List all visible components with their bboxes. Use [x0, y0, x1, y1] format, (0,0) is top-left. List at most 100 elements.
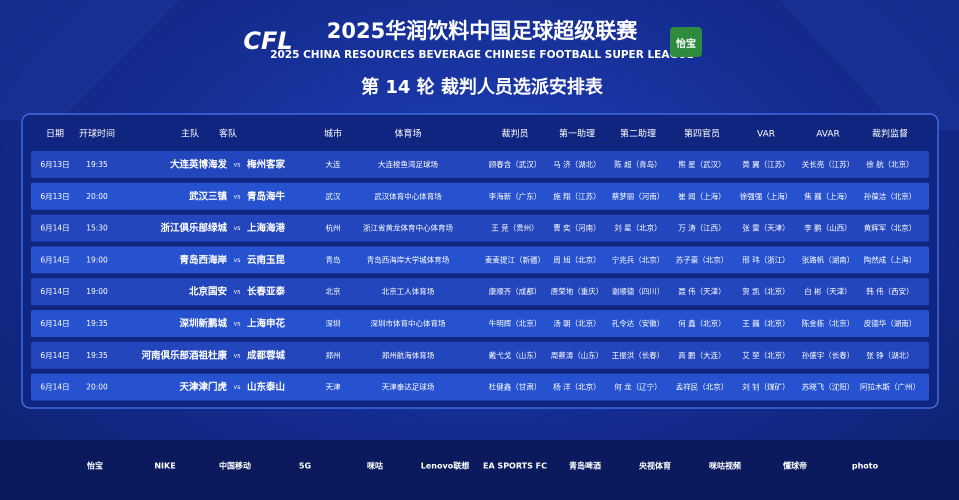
cell: 6月13日 — [40, 160, 69, 169]
cell: 苏晓飞（沈阳） — [802, 382, 855, 392]
cell: 谢顺德（四川） — [612, 286, 665, 296]
cell: 上海申花 — [247, 318, 286, 330]
column-header: 裁判员 — [501, 128, 528, 140]
row-bg — [31, 246, 929, 274]
cell: 万 涛（江西） — [678, 223, 725, 233]
cell: 6月14日 — [40, 319, 69, 328]
cell: 杭州 — [326, 223, 341, 233]
cell: 白 彬（天津） — [804, 286, 851, 296]
cell: 李海新（广东） — [489, 191, 542, 201]
cell: 黄 翼（江苏） — [742, 159, 789, 169]
cell: 青岛西海岸 — [179, 254, 227, 266]
row-bg — [31, 182, 929, 210]
row-bg — [31, 341, 929, 369]
cell: 浙江俱乐部绿城 — [160, 222, 227, 234]
cell: 张 铮（湖北） — [866, 350, 913, 360]
sponsor: 咪咕视频 — [709, 461, 741, 471]
cell: 徐强强（上海） — [740, 191, 793, 201]
row-bg — [31, 373, 929, 401]
cell: 19:00 — [86, 255, 108, 264]
versus: vs — [234, 352, 241, 359]
cell: 王 竞（贵州） — [491, 223, 538, 233]
column-header: AVAR — [816, 130, 840, 140]
cell: 浙江省黄龙体育中心体育场 — [363, 223, 453, 233]
cell: 6月14日 — [40, 287, 69, 296]
column-header: 第二助理 — [620, 128, 656, 140]
sponsor: 咪咕 — [367, 461, 383, 471]
cell: 20:00 — [86, 383, 108, 392]
sponsor: 中国移动 — [219, 461, 251, 471]
column-header: 第四官员 — [684, 128, 720, 140]
cell: 6月14日 — [40, 383, 69, 392]
cell: 刘 钊（煤矿） — [742, 382, 789, 392]
cell: 15:30 — [86, 224, 108, 233]
row-bg — [31, 278, 929, 306]
cell: 刘 星（北京） — [614, 223, 661, 233]
row-bg — [31, 214, 929, 242]
cell: 康顺齐（成都） — [489, 286, 542, 296]
cell: 顾春含（武汉） — [489, 159, 542, 169]
cell: 6月14日 — [40, 224, 69, 233]
sponsor: 央视体育 — [639, 461, 671, 471]
cell: 周蔡涛（山东） — [551, 350, 604, 360]
cell: 陈 超（青岛） — [614, 159, 661, 169]
cell: 云南玉昆 — [247, 254, 286, 266]
cell: 深圳新鹏城 — [179, 318, 227, 330]
versus: vs — [234, 193, 241, 200]
cell: 陈金栋（北京） — [802, 318, 855, 328]
cell: 6月14日 — [40, 351, 69, 360]
cell: 麦麦提江（新疆） — [485, 254, 545, 264]
sponsor: EA SPORTS FC — [483, 462, 547, 471]
cell: 郑州航海体育场 — [382, 350, 435, 360]
cell: 19:35 — [86, 319, 108, 328]
subtitle: 2025 CHINA RESOURCES BEVERAGE CHINESE FO… — [270, 49, 694, 61]
decor — [780, 0, 959, 130]
cell: 苏子豪（北京） — [676, 254, 729, 264]
cell: 施 翔（江苏） — [553, 191, 600, 201]
cell: 戴弋戈（山东） — [489, 350, 542, 360]
cell: 青岛西海岸大学城体育场 — [367, 254, 450, 264]
cell: 杨 洋（北京） — [553, 382, 600, 392]
cell: 何 龙（辽宁） — [614, 382, 661, 392]
versus: vs — [234, 162, 241, 169]
badge-bg — [670, 27, 702, 57]
cell: 张路帆（湖南） — [802, 254, 855, 264]
cell: 邢 玮（浙江） — [742, 254, 789, 264]
cell: 青岛 — [326, 254, 341, 264]
cell: 王振洪（长春） — [612, 350, 665, 360]
cell: 20:00 — [86, 192, 108, 201]
column-header: 开球时间 — [79, 128, 115, 140]
cell: 焦 巍（上海） — [804, 191, 851, 201]
sponsor: NIKE — [154, 462, 175, 471]
cell: 高 鹏（大连） — [678, 350, 725, 360]
cell: 宁兆兵（北京） — [612, 254, 665, 264]
cell: 黄辉军（北京） — [864, 223, 917, 233]
cell: 深圳市体育中心体育场 — [371, 318, 446, 328]
versus: vs — [234, 321, 241, 328]
cell: 唐荣地（重庆） — [551, 286, 604, 296]
sponsor: 懂球帝 — [782, 461, 807, 471]
cell: 孙盛宇（长春） — [802, 350, 855, 360]
cell: 徐 航（北京） — [866, 159, 913, 169]
cell: 陶然成（上海） — [864, 254, 917, 264]
cell: 武汉体育中心体育场 — [374, 191, 442, 201]
cell: 大连 — [326, 159, 341, 169]
cell: 何 鑫（北京） — [678, 318, 725, 328]
sponsor: 怡宝 — [87, 461, 103, 471]
decor — [0, 0, 180, 120]
cell: 孙葆洁（北京） — [864, 191, 917, 201]
column-header: 客队 — [219, 128, 237, 140]
cell: 孔令达（安徽） — [612, 318, 665, 328]
column-header: 体育场 — [394, 128, 421, 140]
sponsor: 青岛啤酒 — [569, 461, 601, 471]
sponsor: Lenovo联想 — [421, 461, 469, 471]
cell: 天津津门虎 — [179, 381, 227, 393]
row-bg — [31, 151, 929, 178]
cell: 周 旭（北京） — [553, 254, 600, 264]
column-header: 第一助理 — [559, 128, 595, 140]
versus: vs — [234, 289, 241, 296]
badge: 怡宝 — [676, 37, 696, 50]
cell: 贺 凯（北京） — [742, 286, 789, 296]
